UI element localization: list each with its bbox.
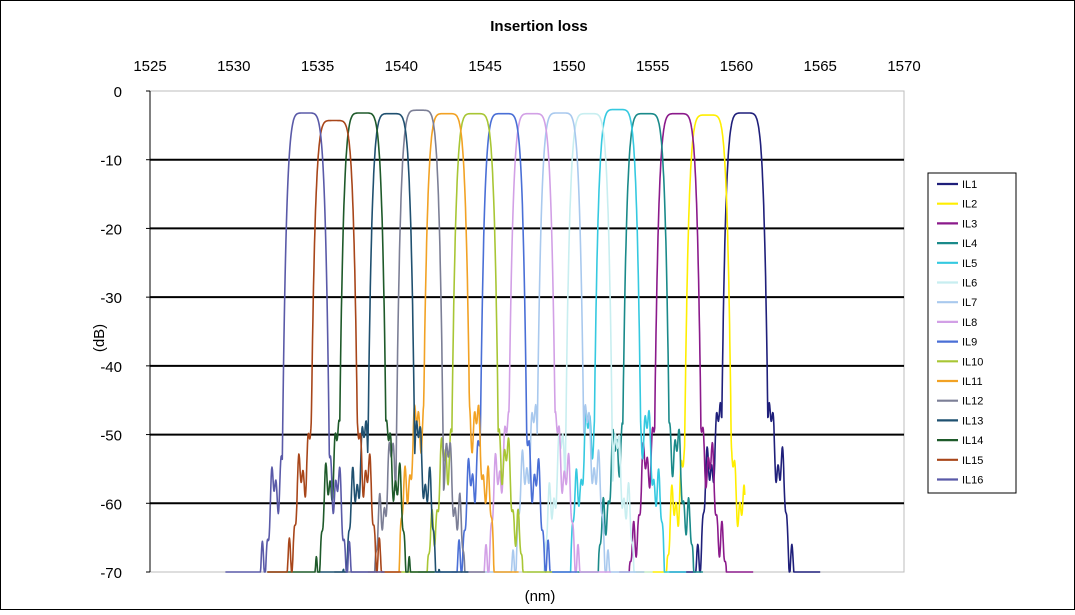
x-tick-label: 1555: [636, 58, 669, 75]
legend-label: IL2: [962, 199, 977, 211]
axis-layer: 0 -10 -20 -30 -40 -50 -60 -70 1525 1530 1535 1540 15…: [100, 58, 920, 582]
x-tick-label: 1560: [720, 58, 753, 75]
series-line-il14: [266, 112, 436, 573]
legend: IL1 IL2 IL3 IL4 IL5 IL6 IL7 IL8 IL9 IL10 IL11 IL12 I…: [927, 172, 1017, 494]
legend-label: IL16: [962, 475, 983, 487]
legend-label: IL4: [962, 238, 977, 250]
series-line-il16: [225, 112, 385, 573]
series-line-il6: [526, 112, 654, 573]
y-tick-label: -50: [100, 428, 122, 445]
series-line-il5: [551, 108, 687, 573]
x-tick-label: 1530: [217, 58, 250, 75]
series-line-il13: [317, 112, 469, 573]
y-tick-label: -20: [100, 221, 122, 238]
legend-label: IL12: [962, 396, 983, 408]
series-line-il2: [635, 114, 746, 573]
y-tick-label: -10: [100, 153, 122, 170]
legend-label: IL5: [962, 258, 977, 270]
series-layer: [225, 108, 821, 573]
legend-label: IL3: [962, 218, 977, 230]
chart-title: Insertion loss: [490, 18, 588, 35]
legend-label: IL14: [962, 435, 983, 447]
legend-label: IL7: [962, 297, 977, 309]
y-tick-label: 0: [114, 84, 122, 101]
y-tick-label: -70: [100, 565, 122, 582]
legend-label: IL15: [962, 455, 983, 467]
x-tick-label: 1545: [468, 58, 501, 75]
series-line-il15: [266, 119, 402, 573]
x-tick-label: 1550: [552, 58, 585, 75]
y-axis-label: (dB): [91, 324, 108, 352]
legend-label: IL10: [962, 356, 983, 368]
legend-label: IL13: [962, 415, 983, 427]
legend-label: IL9: [962, 337, 977, 349]
legend-label: IL8: [962, 317, 977, 329]
y-tick-label: -30: [100, 290, 122, 307]
y-tick-label: -60: [100, 496, 122, 513]
legend-label: IL11: [962, 376, 983, 388]
x-tick-label: 1535: [301, 58, 334, 75]
y-tick-label: -40: [100, 359, 122, 376]
x-tick-label: 1525: [133, 58, 166, 75]
legend-label: IL6: [962, 278, 977, 290]
x-axis-label: (nm): [525, 588, 556, 605]
x-tick-label: 1565: [804, 58, 837, 75]
series-line-il7: [484, 112, 645, 573]
legend-label: IL1: [962, 179, 977, 191]
x-tick-label: 1570: [887, 58, 920, 75]
series-line-il3: [618, 112, 754, 573]
x-tick-label: 1540: [385, 58, 418, 75]
